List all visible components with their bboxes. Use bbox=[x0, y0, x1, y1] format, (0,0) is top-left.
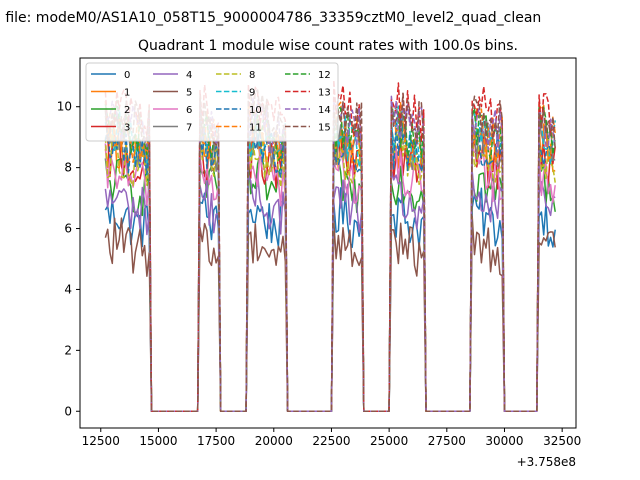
y-tick-label: 2 bbox=[64, 343, 72, 357]
x-tick-label: 15000 bbox=[139, 434, 177, 448]
legend-label-8: 8 bbox=[249, 70, 255, 81]
y-tick-label: 6 bbox=[64, 222, 72, 236]
legend-label-14: 14 bbox=[318, 105, 331, 116]
x-tick-label: 30000 bbox=[485, 434, 523, 448]
legend-label-9: 9 bbox=[249, 88, 255, 99]
y-tick-label: 8 bbox=[64, 161, 72, 175]
legend-label-4: 4 bbox=[186, 70, 192, 81]
legend-label-1: 1 bbox=[124, 88, 130, 99]
legend-label-7: 7 bbox=[186, 123, 192, 134]
legend-label-15: 15 bbox=[318, 123, 331, 134]
x-tick-label: 27500 bbox=[428, 434, 466, 448]
legend-label-13: 13 bbox=[318, 88, 331, 99]
x-offset-label: +3.758e8 bbox=[517, 455, 576, 469]
legend-label-6: 6 bbox=[186, 105, 192, 116]
figure-suptitle: n file: modeM0/AS1A10_058T15_9000004786_… bbox=[0, 10, 541, 26]
y-axis: 0 2 4 6 8 10 bbox=[57, 100, 80, 418]
y-tick-label: 0 bbox=[64, 404, 72, 418]
x-tick-label: 25000 bbox=[370, 434, 408, 448]
series-line-15 bbox=[104, 89, 556, 413]
axes-spines bbox=[79, 57, 577, 429]
y-tick-label: 10 bbox=[57, 100, 72, 114]
legend-label-10: 10 bbox=[249, 105, 262, 116]
y-tick-label: 4 bbox=[64, 282, 72, 296]
x-tick-label: 17500 bbox=[197, 434, 235, 448]
legend-label-0: 0 bbox=[124, 70, 130, 81]
series-layer bbox=[104, 79, 556, 413]
series-line-10 bbox=[104, 118, 556, 413]
legend-label-3: 3 bbox=[124, 123, 130, 134]
legend-label-5: 5 bbox=[186, 88, 192, 99]
x-tick-label: 32500 bbox=[543, 434, 581, 448]
chart-title: Quadrant 1 module wise count rates with … bbox=[138, 38, 518, 54]
x-tick-label: 20000 bbox=[255, 434, 293, 448]
legend-label-12: 12 bbox=[318, 70, 331, 81]
legend-label-11: 11 bbox=[249, 123, 262, 134]
legend-label-2: 2 bbox=[124, 105, 130, 116]
x-tick-label: 22500 bbox=[312, 434, 350, 448]
legend-box bbox=[85, 62, 339, 142]
x-tick-label: 12500 bbox=[82, 434, 120, 448]
x-axis: 12500 15000 17500 20000 22500 25000 27500 30000… bbox=[82, 428, 581, 448]
